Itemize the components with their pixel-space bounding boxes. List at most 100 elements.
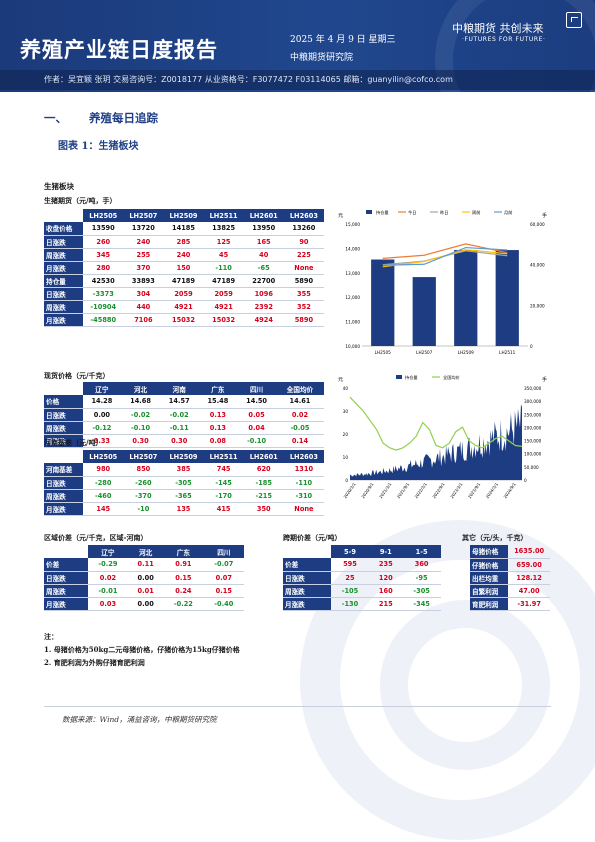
table-row: 价差 595 235 360 [283,558,441,571]
table-cell: 0.05 [248,410,265,419]
spot-price-table: 辽宁 河北 河南 广东 四川 全国均价 价格 14.28 14.68 14.57 15.48 14.5… [44,382,324,448]
row-label: 周涨跌 [44,300,84,313]
block-title: 生猪板块 [44,182,74,191]
table-cell: 0.01 [137,586,154,595]
table-cell: 355 [297,289,311,298]
table-cell: 15032 [212,315,236,324]
row-label: 周涨跌 [44,584,88,597]
futures-table: LH2505 LH2507 LH2509 LH2511 LH2601 LH2603 收盘价格… [44,209,324,327]
table-cell: 47.00 [518,586,540,595]
x-tick-label: LH2507 [416,350,432,355]
table-cell: 240 [136,237,151,246]
column-header: 四川 [237,382,276,395]
table-cell: 13260 [292,224,316,233]
column-header: 5-9 [330,545,370,558]
table-cell: 850 [136,465,151,474]
table-cell: 14.61 [289,397,311,406]
spot-open-interest-chart: 元 手 0 10 20 30 40 0 50,000 100,000 150,000 200,000 2… [338,374,547,499]
figure-title: 图表 1：生猪板块 [58,141,139,152]
table-row: 月涨跌 280 370 150 -110 -65 None [44,261,324,274]
spread-table-title: 跨期价差（元/吨） [283,533,342,542]
row-label: 周涨跌 [283,584,331,597]
column-header: LH2505 [83,450,124,463]
column-header: LH2511 [203,450,244,463]
row-label: 周涨跌 [44,421,83,434]
y-tick-label-right: 250,000 [524,412,542,417]
logo-slogan: ·FUTURES FOR FUTURE· [462,36,546,43]
table-cell: -0.10 [247,436,267,445]
table-cell: 0.00 [137,599,154,608]
y-tick-label-right: 40,000 [530,263,545,268]
table-cell: 225 [297,250,311,259]
y-tick-label-right: 350,000 [524,386,542,391]
spot-table-title: 现货价格（元/千克） [44,371,110,380]
table-cell: -0.02 [169,410,189,419]
y-tick-label-left: 11,000 [345,320,360,325]
column-header: LH2511 [203,209,244,222]
row-label: 价差 [44,558,88,571]
row-label: 育肥利润 [470,597,509,610]
table-cell: -0.22 [173,599,193,608]
table-cell: 0.00 [93,410,111,419]
row-label: 月涨跌 [44,597,88,610]
table-cell: -260 [135,478,152,487]
header-cell [44,382,83,395]
table-cell: 0.07 [215,573,232,582]
table-cell: 980 [96,465,111,474]
table-row: 收盘价格 13590 13720 14185 13825 13950 13260 [44,222,324,235]
table-cell: -0.10 [131,423,151,432]
bar-open-interest [412,277,436,346]
table-cell: 150 [176,263,191,272]
table-row: 日涨跌 -280 -260 -305 -145 -185 -110 [44,476,324,489]
row-label: 日涨跌 [44,235,84,248]
series-line-月前 [382,246,508,266]
y-tick-label-right: 200,000 [524,425,542,430]
y-tick-label-left: 13,000 [345,271,360,276]
table-cell: -0.05 [290,423,310,432]
table-cell: 47189 [212,276,236,285]
table-cell: 4924 [254,315,273,324]
series-line-昨日 [382,250,508,266]
table-cell: 120 [378,573,393,582]
y-tick-label-left: 15,000 [345,222,360,227]
row-label: 周涨跌 [44,248,84,261]
table-cell: -170 [215,491,232,500]
header-cell [44,450,84,463]
row-label: 周涨跌 [44,489,84,502]
table-cell: -110 [215,263,232,272]
row-label: 日涨跌 [44,408,83,421]
row-label: 月涨跌 [44,313,84,326]
table-cell: -10904 [90,302,117,311]
table-row: 周涨跌 345 255 240 45 40 225 [44,248,324,261]
table-cell: -105 [341,586,359,595]
table-cell: -3373 [92,289,114,298]
report-header: 养殖产业链日度报告 2025 年 4 月 9 日 星期三 中粮期货研究院 中粮期… [0,0,595,92]
notes-title: 注： [44,632,58,641]
table-cell: -280 [94,478,112,487]
table-row: 仔猪价格 659.00 [470,558,550,571]
table-cell: 1635.00 [514,547,545,556]
table-cell: None [294,263,314,272]
x-tick-label: 2024/9/1 [502,481,517,499]
table-cell: 135 [176,504,191,513]
row-label: 月涨跌 [44,261,84,274]
table-cell: -370 [135,491,152,500]
note-item: 1. 母猪价格为50kg二元母猪价格，仔猪价格为15kg仔猪价格 [44,645,240,654]
table-cell: 0.11 [137,560,154,569]
regional-spread-table: 辽宁 河北 广东 四川 价差 -0.29 0.11 0.91 -0.07 日涨跌 0.02 0.00 0… [44,545,244,611]
table-row: 日涨跌 0.02 0.00 0.15 0.07 [44,571,244,584]
row-label: 持仓量 [44,274,84,287]
x-tick-label: 2020/3/1 [342,481,357,499]
legend-label: 昨日 [440,209,448,216]
logo-text: 中粮期货 共创未来 [452,22,544,35]
y-tick-label-left: 10,000 [345,344,360,349]
table-row: 日涨跌 25 120 -95 [283,571,441,584]
table-row: 河南基差 980 850 385 745 620 1310 [44,463,324,476]
row-label: 月涨跌 [44,434,83,447]
header-cell [283,545,331,558]
table-cell: 0.33 [93,436,111,445]
table-cell: 125 [216,237,231,246]
table-cell: 14.28 [91,397,113,406]
table-cell: -0.12 [92,423,112,432]
column-header: 河北 [128,545,164,558]
